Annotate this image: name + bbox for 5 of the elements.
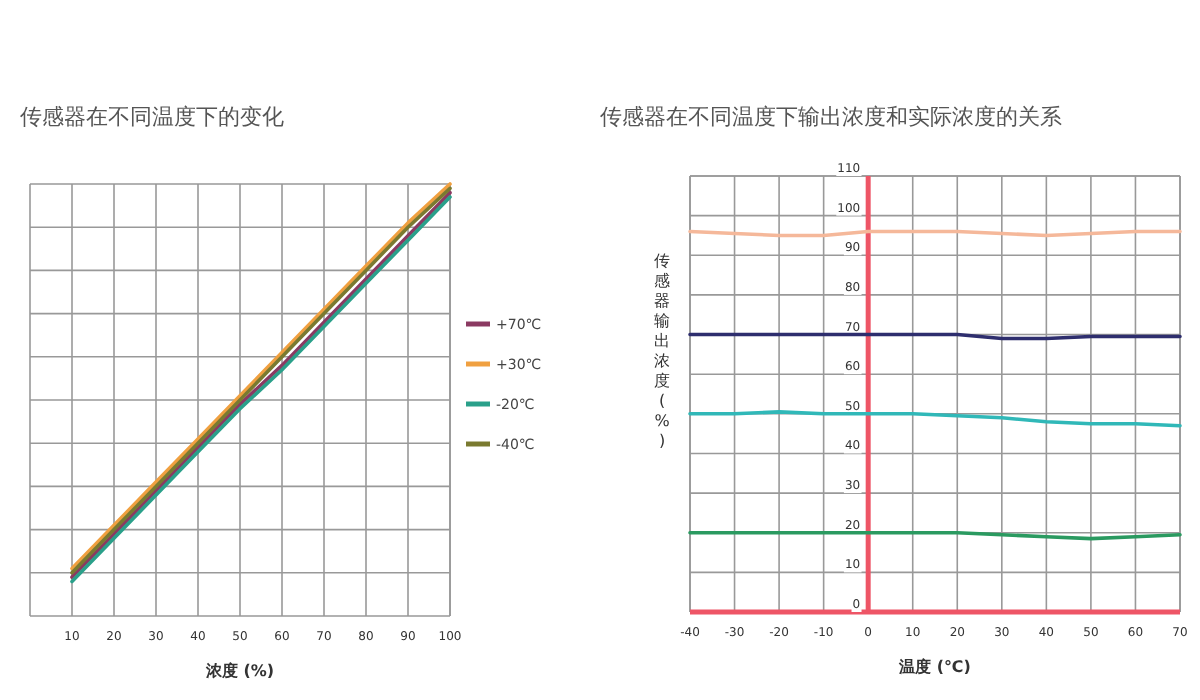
chart-title: 传感器在不同温度下的变化	[20, 104, 284, 130]
x-axis-title: 温度 (℃)	[897, 656, 971, 676]
text: 传感器输出浓度(%)	[654, 252, 670, 450]
chart-title: 传感器在不同温度下输出浓度和实际浓度的关系	[600, 104, 1062, 130]
x-axis-title: 浓度 (%)	[203, 660, 275, 680]
